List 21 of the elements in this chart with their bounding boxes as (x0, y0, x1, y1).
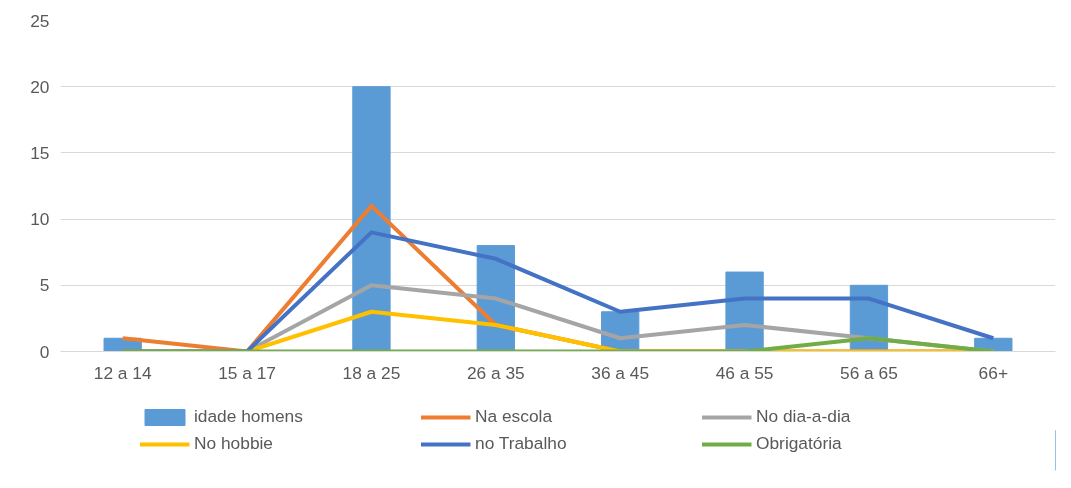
legend-label: no Trabalho (475, 433, 568, 454)
bar (352, 86, 391, 352)
x-tick-label: 26 a 35 (466, 362, 525, 383)
legend-label: idade homens (194, 406, 304, 427)
x-tick-label: 15 a 17 (218, 362, 276, 383)
x-tick-label: 18 a 25 (342, 362, 401, 383)
y-tick-label: 15 (30, 142, 50, 163)
y-tick-label: 25 (30, 10, 50, 31)
x-tick-label: 56 a 65 (840, 362, 898, 383)
legend-label: Obrigatória (756, 433, 843, 454)
y-tick-label: 0 (39, 341, 50, 362)
x-tick-label: 12 a 14 (93, 362, 152, 383)
y-tick-label: 10 (30, 209, 50, 230)
y-tick-label: 20 (30, 76, 50, 97)
legend-label: No dia-a-dia (756, 406, 852, 427)
x-tick-label: 46 a 55 (715, 362, 774, 383)
y-tick-label: 5 (39, 275, 50, 296)
x-tick-label: 66+ (978, 362, 1009, 383)
x-tick-label: 36 a 45 (591, 362, 650, 383)
legend-label: Na escola (475, 406, 554, 427)
legend-label: No hobbie (194, 433, 274, 454)
